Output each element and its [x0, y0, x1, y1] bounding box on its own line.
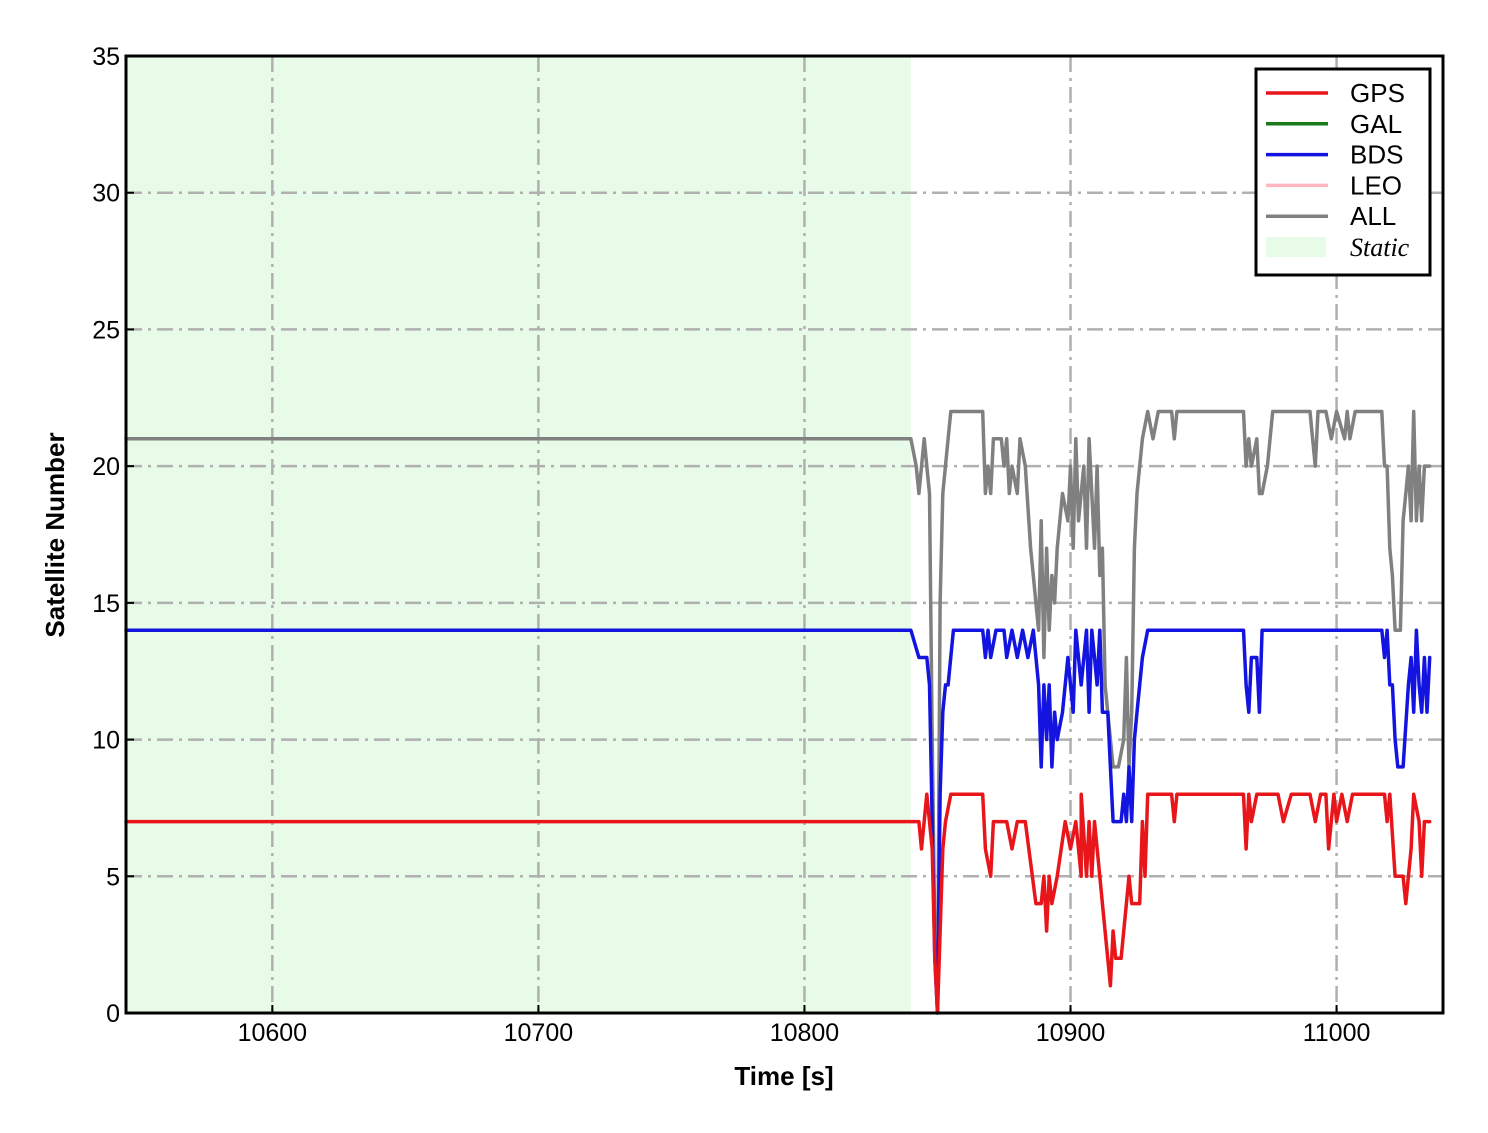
x-axis-title: Time [s] — [734, 1061, 833, 1091]
x-tick-label: 11000 — [1303, 1019, 1371, 1047]
legend-label-bds: BDS — [1350, 140, 1403, 170]
legend-label-static: Static — [1350, 233, 1410, 262]
ticks-layer: 10600 10700 10800 10900 11000 0 5 10 15 20 25 30 35 — [92, 43, 1370, 1047]
x-tick-label: 10900 — [1036, 1019, 1106, 1047]
static-region — [126, 56, 911, 1013]
series-line-gps — [124, 792, 1432, 1015]
legend-swatch-static — [1266, 237, 1326, 257]
plot-frame — [124, 54, 1445, 1015]
series-layer — [124, 409, 1432, 1015]
x-tick-label: 10700 — [504, 1019, 574, 1047]
y-tick-label: 15 — [92, 590, 120, 618]
x-tick-label: 10600 — [238, 1019, 308, 1047]
y-axis-title: Satellite Number — [40, 432, 70, 637]
legend-label-gps: GPS — [1350, 78, 1405, 108]
y-tick-label: 25 — [92, 316, 120, 344]
y-tick-label: 30 — [92, 180, 120, 208]
legend-label-all: ALL — [1350, 201, 1396, 231]
y-tick-label: 0 — [106, 1000, 120, 1028]
legend-label-gal: GAL — [1350, 109, 1402, 139]
grid-lines — [126, 56, 1443, 1013]
y-tick-label: 35 — [92, 43, 120, 71]
x-tick-label: 10800 — [770, 1019, 840, 1047]
series-line-bds — [124, 628, 1432, 1015]
y-tick-label: 20 — [92, 453, 120, 481]
y-tick-label: 10 — [92, 727, 120, 755]
y-tick-label: 5 — [106, 863, 120, 891]
legend-label-leo: LEO — [1350, 170, 1402, 200]
